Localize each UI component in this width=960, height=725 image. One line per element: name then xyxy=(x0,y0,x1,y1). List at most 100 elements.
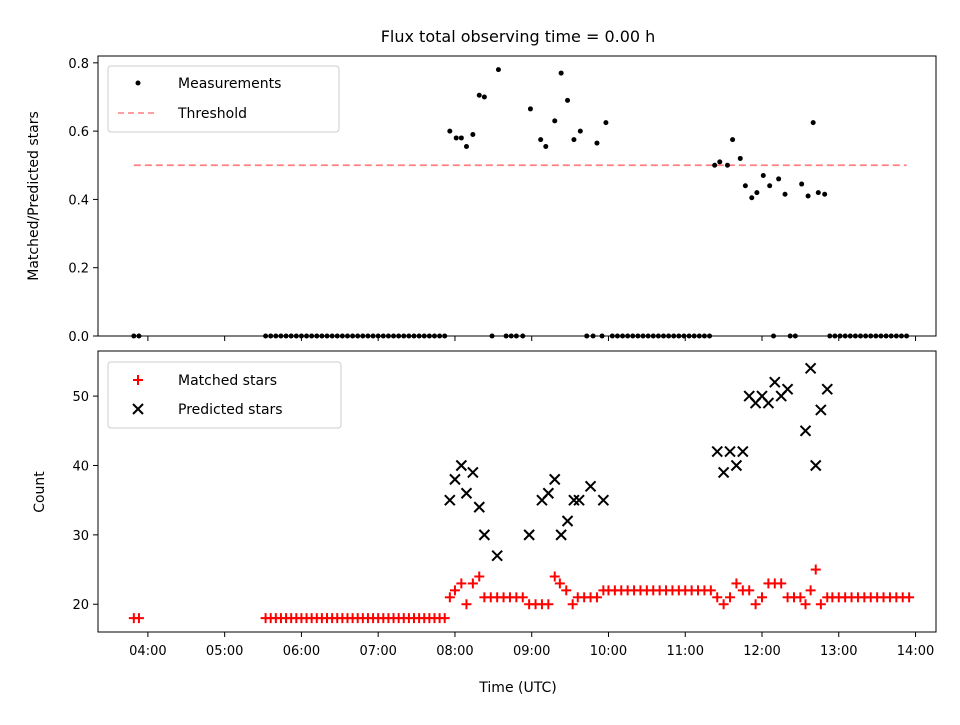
matched-star-point xyxy=(543,599,554,610)
x-axis-label: Time (UTC) xyxy=(478,680,556,696)
measurement-point xyxy=(495,67,501,73)
measurement-point xyxy=(603,120,609,126)
x-tick-label: 11:00 xyxy=(667,644,704,659)
measurement-point xyxy=(742,183,748,189)
x-tick-label: 07:00 xyxy=(359,644,396,659)
measurement-point xyxy=(565,97,571,103)
measurement-point xyxy=(538,137,544,143)
top-plot-area xyxy=(131,67,910,339)
predicted-star-point xyxy=(804,362,817,375)
bottom-legend: Matched stars Predicted stars xyxy=(107,361,342,429)
matched-star-point xyxy=(725,592,736,603)
top-y-tick-label: 0.0 xyxy=(68,330,89,345)
matched-star-point xyxy=(561,585,572,596)
predicted-star-point xyxy=(815,404,827,416)
predicted-star-point xyxy=(455,459,468,472)
measurement-point xyxy=(749,195,755,201)
matched-star-point xyxy=(750,599,761,610)
matched-star-point xyxy=(744,585,755,596)
matched-star-point xyxy=(904,592,915,603)
predicted-star-point xyxy=(549,473,561,486)
legend-matched-label: Matched stars xyxy=(178,373,277,389)
measurement-point xyxy=(717,159,723,165)
top-y-tick-label: 0.6 xyxy=(68,125,89,140)
matched-star-point xyxy=(795,592,806,603)
measurement-point xyxy=(594,140,600,146)
top-y-tick-label: 0.8 xyxy=(68,57,89,72)
matched-star-point xyxy=(810,564,821,575)
x-tick-label: 13:00 xyxy=(820,644,857,659)
top-axes: 0.0 0.2 0.4 0.6 0.8 xyxy=(68,57,917,345)
measurement-point xyxy=(815,190,821,196)
measurement-point xyxy=(767,183,773,189)
measurement-point xyxy=(724,162,730,168)
measurement-point xyxy=(552,118,558,124)
measurement-point xyxy=(730,137,736,143)
x-tick-label: 08:00 xyxy=(436,644,473,659)
measurement-point xyxy=(810,120,816,126)
measurement-point xyxy=(754,190,760,196)
predicted-star-point xyxy=(542,487,555,499)
top-legend-box xyxy=(107,65,340,133)
matched-star-point xyxy=(567,599,578,610)
predicted-star-point xyxy=(473,501,485,513)
measurement-point xyxy=(737,155,743,161)
x-tick-label: 14:00 xyxy=(897,644,934,659)
bottom-axes-frame xyxy=(97,350,937,633)
matched-star-point xyxy=(705,585,716,596)
matched-star-point xyxy=(757,592,768,603)
predicted-star-point xyxy=(821,383,833,395)
matched-star-point xyxy=(467,578,478,589)
measurement-point xyxy=(527,106,533,112)
predicted-star-point xyxy=(523,529,535,541)
x-tick-label: 06:00 xyxy=(283,644,320,659)
legend-measurements-marker xyxy=(135,80,141,86)
matched-star-point xyxy=(517,592,528,603)
predicted-star-point xyxy=(810,459,822,472)
top-y-tick-label: 0.4 xyxy=(68,193,89,208)
predicted-star-point xyxy=(460,487,473,499)
matched-star-point xyxy=(776,578,787,589)
legend-threshold-label: Threshold xyxy=(177,106,247,122)
matched-star-point xyxy=(591,592,602,603)
matched-star-point xyxy=(712,592,723,603)
matched-star-point xyxy=(474,571,485,582)
x-tick-label: 05:00 xyxy=(206,644,243,659)
measurement-point xyxy=(782,191,788,197)
measurement-point xyxy=(463,143,469,149)
predicted-star-point xyxy=(561,515,574,527)
measurement-point xyxy=(470,132,476,138)
x-tick-label: 12:00 xyxy=(743,644,780,659)
measurement-point xyxy=(577,128,583,134)
matched-star-point xyxy=(554,578,565,589)
measurement-point xyxy=(805,193,811,199)
predicted-star-point xyxy=(799,425,812,437)
bottom-y-tick-label: 20 xyxy=(72,598,89,613)
predicted-star-point xyxy=(737,445,749,458)
top-legend: Measurements Threshold xyxy=(107,65,340,133)
matched-star-point xyxy=(133,613,144,624)
bottom-legend-box xyxy=(107,361,342,429)
predicted-star-point xyxy=(449,473,461,486)
top-y-tick-label: 0.2 xyxy=(68,262,89,277)
legend-measurements-label: Measurements xyxy=(178,76,281,92)
matched-star-point xyxy=(449,585,460,596)
measurement-point xyxy=(760,173,766,179)
predicted-star-point xyxy=(444,494,456,506)
measurement-point xyxy=(776,176,782,182)
predicted-star-point xyxy=(467,466,479,479)
legend-predicted-marker xyxy=(132,403,144,415)
matched-star-point xyxy=(718,599,729,610)
predicted-star-point xyxy=(478,529,491,541)
matched-star-point xyxy=(549,571,560,582)
matched-star-point xyxy=(439,613,450,624)
predicted-star-point xyxy=(781,383,794,395)
x-tick-label: 10:00 xyxy=(590,644,627,659)
x-tick-label: 09:00 xyxy=(513,644,550,659)
predicted-star-point xyxy=(584,480,597,493)
bottom-y-tick-label: 40 xyxy=(72,459,89,474)
predicted-star-point xyxy=(724,445,736,458)
measurement-point xyxy=(543,143,549,149)
measurement-point xyxy=(571,137,577,143)
